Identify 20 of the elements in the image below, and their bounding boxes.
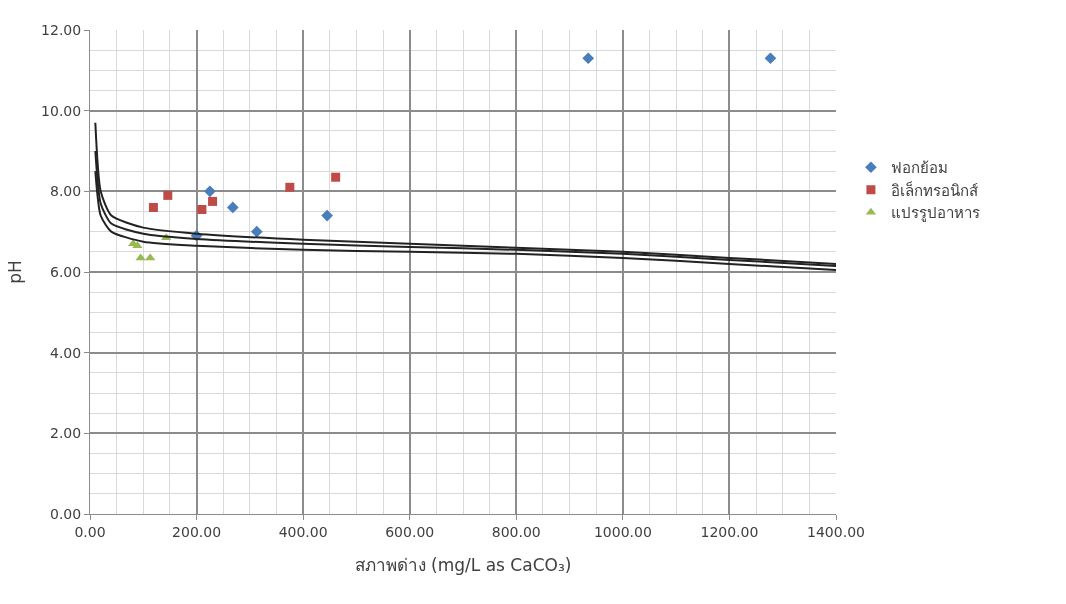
y-tick-label: 0.00 [50, 505, 82, 522]
x-tick-label: 800.00 [491, 523, 541, 540]
legend-label: อิเล็กทรอนิกส์ [890, 180, 978, 200]
y-tick-label: 10.00 [41, 102, 82, 119]
y-tick-label: 8.00 [50, 183, 82, 200]
x-tick-label: 400.00 [278, 523, 328, 540]
y-tick-label: 2.00 [50, 425, 82, 442]
y-tick-label: 4.00 [50, 344, 82, 361]
x-tick-label: 1000.00 [593, 523, 652, 540]
x-tick-label: 600.00 [385, 523, 435, 540]
y-tick-label: 6.00 [50, 263, 82, 280]
x-tick-label: 1200.00 [700, 523, 759, 540]
legend-label: ฟอกย้อม [890, 159, 948, 178]
x-tick-label: 1400.00 [807, 523, 865, 540]
y-tick-label: 12.00 [41, 21, 82, 38]
x-tick-label: 200.00 [172, 523, 222, 540]
x-tick-label: 0.00 [74, 523, 106, 540]
legend-label: แปรรูปอาหาร [890, 204, 980, 223]
x-axis-title: สภาพด่าง (mg/L as CaCO₃) [354, 555, 572, 576]
y-axis-title: pH [4, 260, 25, 284]
